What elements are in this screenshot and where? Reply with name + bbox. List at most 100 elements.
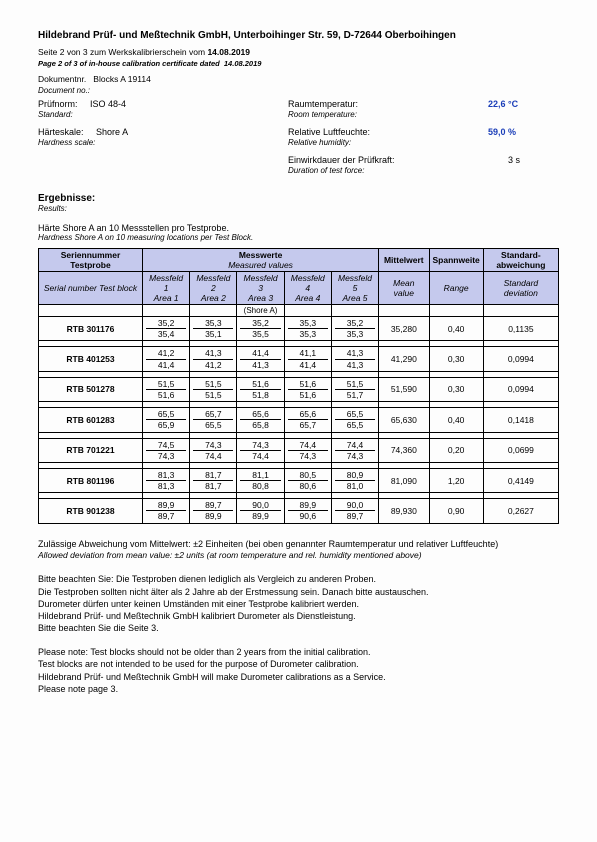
date-de: 14.08.2019 bbox=[207, 47, 250, 57]
meta-pruefnorm: Prüfnorm: ISO 48-4 Standard: bbox=[38, 99, 288, 119]
col-mf3: Messfeld 3Area 3 bbox=[237, 272, 284, 305]
note-de-4: Hildebrand Prüf- und Meßtechnik GmbH kal… bbox=[38, 610, 559, 622]
docnr-line: Dokumentnr. Blocks A 19114 bbox=[38, 74, 559, 84]
subtitle-en: Hardness Shore A on 10 measuring locatio… bbox=[38, 233, 559, 242]
measure-cell: 41,441,3 bbox=[237, 347, 284, 371]
measure-cell: 80,580,6 bbox=[284, 468, 331, 492]
measure-cell: 74,374,4 bbox=[237, 438, 284, 462]
page-line-en-text: Page 2 of 3 of in-house calibration cert… bbox=[38, 59, 220, 68]
dur-label-en: Duration of test force: bbox=[288, 166, 364, 175]
col-mean-en: Mean value bbox=[379, 272, 429, 305]
col-range-en: Range bbox=[429, 272, 483, 305]
col-messwerte: Messwerte Measured values bbox=[143, 249, 379, 272]
dur-value: 3 s bbox=[488, 155, 520, 175]
measure-cell: 51,651,6 bbox=[284, 377, 331, 401]
pruefnorm-value: ISO 48-4 bbox=[90, 99, 126, 109]
docnr-value: Blocks A 19114 bbox=[93, 74, 151, 84]
relhum-label-de: Relative Luftfeuchte: bbox=[288, 127, 370, 137]
col-mf1: Messfeld 1Area 1 bbox=[143, 272, 190, 305]
range-cell: 0,30 bbox=[429, 347, 483, 371]
measure-cell: 41,141,4 bbox=[284, 347, 331, 371]
range-cell: 0,20 bbox=[429, 438, 483, 462]
table-row: RTB 70122174,574,374,374,474,374,474,474… bbox=[39, 438, 559, 462]
measure-cell: 74,474,3 bbox=[284, 438, 331, 462]
col-range-de: Spannweite bbox=[429, 249, 483, 272]
std-cell: 0,2627 bbox=[483, 499, 558, 523]
measure-cell: 35,235,3 bbox=[331, 317, 378, 341]
hardscale-label-en: Hardness scale: bbox=[38, 138, 95, 147]
mean-cell: 51,590 bbox=[379, 377, 429, 401]
mean-cell: 89,930 bbox=[379, 499, 429, 523]
measure-cell: 74,574,3 bbox=[143, 438, 190, 462]
measure-cell: 65,765,5 bbox=[190, 408, 237, 432]
pruefnorm-label-en: Standard: bbox=[38, 110, 73, 119]
measure-cell: 89,989,7 bbox=[143, 499, 190, 523]
serial-cell: RTB 301176 bbox=[39, 317, 143, 341]
meta-raumtemp: Raumtemperatur: Room temperature: bbox=[288, 99, 488, 119]
pruefnorm-label-de: Prüfnorm: bbox=[38, 99, 78, 109]
measure-cell: 35,335,3 bbox=[284, 317, 331, 341]
range-cell: 0,40 bbox=[429, 408, 483, 432]
measure-cell: 89,789,9 bbox=[190, 499, 237, 523]
note-en-1: Please note: Test blocks should not be o… bbox=[38, 646, 559, 658]
col-mf4: Messfeld 4Area 4 bbox=[284, 272, 331, 305]
relhum-label-en: Relative humidity: bbox=[288, 138, 351, 147]
table-row: RTB 90123889,989,789,789,990,089,989,990… bbox=[39, 499, 559, 523]
std-cell: 0,0994 bbox=[483, 377, 558, 401]
col-mf5: Messfeld 5Area 5 bbox=[331, 272, 378, 305]
measure-cell: 41,341,3 bbox=[331, 347, 378, 371]
table-row: RTB 60128365,565,965,765,565,665,865,665… bbox=[39, 408, 559, 432]
range-cell: 0,40 bbox=[429, 317, 483, 341]
measure-cell: 51,551,5 bbox=[190, 377, 237, 401]
measure-cell: 89,990,6 bbox=[284, 499, 331, 523]
dur-label-de: Einwirkdauer der Prüfkraft: bbox=[288, 155, 395, 165]
relhum-value: 59,0 % bbox=[488, 127, 516, 147]
mean-cell: 35,280 bbox=[379, 317, 429, 341]
results-header-de: Ergebnisse: bbox=[38, 193, 559, 204]
serial-cell: RTB 701221 bbox=[39, 438, 143, 462]
results-table: Seriennummer Testprobe Messwerte Measure… bbox=[38, 248, 559, 524]
note-de-3: Durometer dürfen unter keinen Umständen … bbox=[38, 598, 559, 610]
col-serial-de: Seriennummer Testprobe bbox=[39, 249, 143, 272]
serial-cell: RTB 601283 bbox=[39, 408, 143, 432]
raumtemp-value: 22,6 °C bbox=[488, 99, 518, 119]
measure-cell: 90,089,9 bbox=[237, 499, 284, 523]
meta-hardscale: Härteskale: Shore A Hardness scale: bbox=[38, 127, 288, 147]
results-header-en: Results: bbox=[38, 204, 559, 213]
notes-block: Zulässige Abweichung vom Mittelwert: ±2 … bbox=[38, 538, 559, 695]
measure-cell: 65,665,7 bbox=[284, 408, 331, 432]
col-std-en: Standard deviation bbox=[483, 272, 558, 305]
table-row: RTB 40125341,241,441,341,241,441,341,141… bbox=[39, 347, 559, 371]
serial-cell: RTB 401253 bbox=[39, 347, 143, 371]
std-cell: 0,0699 bbox=[483, 438, 558, 462]
deviation-en: Allowed deviation from mean value: ±2 un… bbox=[38, 550, 559, 561]
range-cell: 0,90 bbox=[429, 499, 483, 523]
measure-cell: 65,565,9 bbox=[143, 408, 190, 432]
table-body: RTB 30117635,235,435,335,135,235,535,335… bbox=[39, 317, 559, 524]
deviation-de: Zulässige Abweichung vom Mittelwert: ±2 … bbox=[38, 538, 559, 550]
std-cell: 0,4149 bbox=[483, 468, 558, 492]
note-de-1: Bitte beachten Sie: Die Testproben diene… bbox=[38, 573, 559, 585]
messwerte-de: Messwerte bbox=[239, 250, 282, 260]
note-de-5: Bitte beachten Sie die Seite 3. bbox=[38, 622, 559, 634]
measure-cell: 80,981,0 bbox=[331, 468, 378, 492]
std-cell: 0,1418 bbox=[483, 408, 558, 432]
raumtemp-label-de: Raumtemperatur: bbox=[288, 99, 358, 109]
measure-cell: 65,665,8 bbox=[237, 408, 284, 432]
measure-cell: 35,235,5 bbox=[237, 317, 284, 341]
page-line-en: Page 2 of 3 of in-house calibration cert… bbox=[38, 59, 559, 68]
std-cell: 0,1135 bbox=[483, 317, 558, 341]
serial-cell: RTB 501278 bbox=[39, 377, 143, 401]
std-cell: 0,0994 bbox=[483, 347, 558, 371]
document-page: Hildebrand Prüf- und Meßtechnik GmbH, Un… bbox=[0, 0, 597, 842]
note-en-2: Test blocks are not intended to be used … bbox=[38, 658, 559, 670]
measure-cell: 51,551,6 bbox=[143, 377, 190, 401]
docnr-label-de: Dokumentnr. bbox=[38, 74, 86, 84]
measure-cell: 74,374,4 bbox=[190, 438, 237, 462]
shore-a-label: (Shore A) bbox=[237, 305, 284, 317]
meta-duration: Einwirkdauer der Prüfkraft: Duration of … bbox=[288, 155, 488, 175]
hardscale-label-de: Härteskale: bbox=[38, 127, 84, 137]
hardscale-value: Shore A bbox=[96, 127, 128, 137]
col-std-de: Standard-abweichung bbox=[483, 249, 558, 272]
note-en-3: Hildebrand Prüf- und Meßtechnik GmbH wil… bbox=[38, 671, 559, 683]
